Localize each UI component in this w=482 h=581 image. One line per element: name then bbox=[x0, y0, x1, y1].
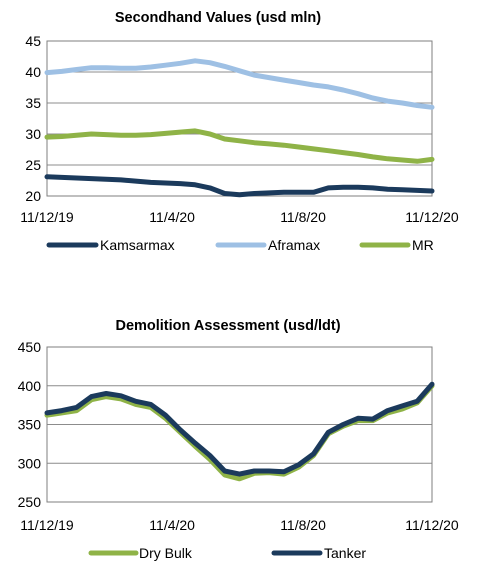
y-tick-label: 30 bbox=[25, 126, 41, 142]
x-tick-label: 11/12/20 bbox=[405, 209, 459, 225]
gridlines bbox=[47, 40, 432, 197]
x-tick-label: 11/12/19 bbox=[20, 517, 74, 533]
y-tick-label: 45 bbox=[25, 33, 41, 49]
x-tick-label: 11/8/20 bbox=[280, 209, 326, 225]
series-line-dry-bulk bbox=[44, 383, 435, 482]
x-axis: 11/12/19 11/4/20 11/8/20 11/12/20 bbox=[20, 517, 459, 533]
y-axis: 20 25 30 35 40 45 bbox=[25, 33, 41, 204]
legend: Kamsarmax Aframax MR bbox=[46, 237, 434, 253]
series-line-kamsarmax bbox=[44, 174, 435, 198]
series-line-tanker bbox=[44, 381, 435, 477]
chart-title: Demolition Assessment (usd/ldt) bbox=[115, 318, 340, 334]
secondhand-values-chart: Secondhand Values (usd mln) 20 25 30 35 40 45… bbox=[20, 10, 459, 253]
y-tick-label: 25 bbox=[25, 157, 41, 173]
legend-item-dry-bulk: Dry Bulk bbox=[88, 545, 193, 561]
legend-label: Dry Bulk bbox=[139, 545, 193, 561]
plot-area-frame bbox=[46, 40, 433, 197]
y-tick-label: 400 bbox=[18, 378, 42, 394]
y-tick-label: 450 bbox=[18, 339, 42, 355]
series-lines bbox=[44, 381, 435, 482]
y-axis: 250 300 350 400 450 bbox=[18, 339, 42, 510]
legend-item-aframax: Aframax bbox=[215, 237, 320, 253]
y-tick-label: 40 bbox=[25, 64, 41, 80]
series-lines bbox=[44, 58, 435, 198]
legend-item-kamsarmax: Kamsarmax bbox=[46, 237, 175, 253]
legend-label: Tanker bbox=[324, 545, 366, 561]
x-tick-label: 11/8/20 bbox=[280, 517, 326, 533]
y-tick-label: 300 bbox=[18, 455, 42, 471]
chart-title: Secondhand Values (usd mln) bbox=[115, 10, 321, 26]
x-tick-label: 11/12/19 bbox=[20, 209, 74, 225]
demolition-assessment-chart: Demolition Assessment (usd/ldt) 250 300 35… bbox=[18, 318, 459, 561]
y-tick-label: 35 bbox=[25, 95, 41, 111]
legend-item-mr: MR bbox=[359, 237, 434, 253]
legend-label: Aframax bbox=[268, 237, 320, 253]
series-line-mr bbox=[44, 128, 435, 164]
series-line-aframax bbox=[44, 58, 435, 110]
plot-area-frame bbox=[46, 346, 433, 503]
x-tick-label: 11/12/20 bbox=[405, 517, 459, 533]
y-tick-label: 250 bbox=[18, 494, 42, 510]
legend-item-tanker: Tanker bbox=[271, 545, 366, 561]
x-axis: 11/12/19 11/4/20 11/8/20 11/12/20 bbox=[20, 209, 459, 225]
x-tick-label: 11/4/20 bbox=[149, 517, 195, 533]
y-tick-label: 20 bbox=[25, 188, 41, 204]
legend-label: MR bbox=[412, 237, 434, 253]
y-tick-label: 350 bbox=[18, 417, 42, 433]
legend-label: Kamsarmax bbox=[100, 237, 175, 253]
legend: Dry Bulk Tanker bbox=[88, 545, 366, 561]
x-tick-label: 11/4/20 bbox=[149, 209, 195, 225]
